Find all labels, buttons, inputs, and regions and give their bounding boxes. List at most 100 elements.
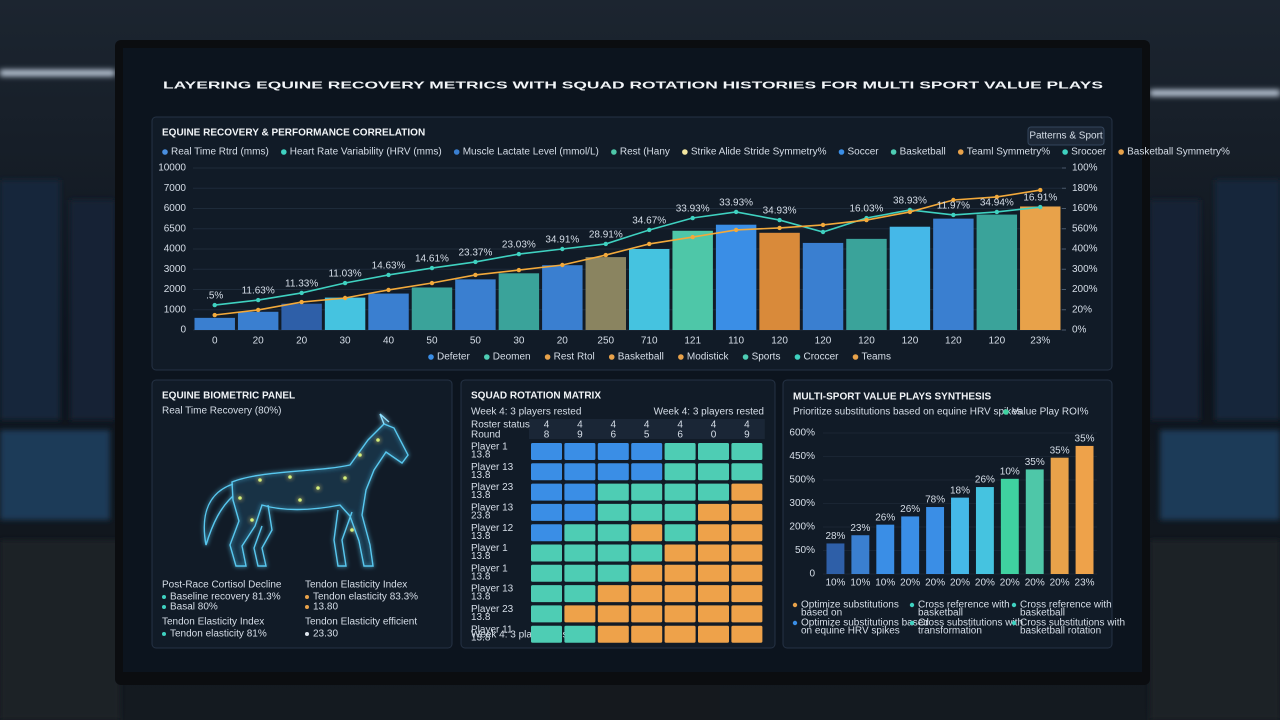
bar	[1075, 445, 1094, 574]
x-tick-label: 121	[684, 336, 701, 347]
matrix-cell	[597, 524, 629, 542]
legend-label: Modistick	[687, 352, 730, 363]
y-tick-label: 2000	[164, 284, 187, 295]
column-header: 4	[677, 420, 683, 431]
matrix-cell	[664, 524, 696, 542]
row-stat: 23.8	[471, 511, 491, 522]
bar	[933, 218, 974, 330]
matrix-cell	[564, 483, 596, 501]
matrix-cell	[564, 544, 596, 562]
point-label: 35%	[1050, 445, 1070, 456]
bar	[585, 257, 626, 330]
x-tick-label: 120	[902, 336, 919, 347]
y-tick-label: 0	[809, 569, 815, 580]
bar	[629, 249, 670, 330]
stat-heading: Tendon Elasticity Index	[162, 617, 264, 628]
line-series	[214, 189, 1041, 316]
line-point	[473, 259, 478, 265]
x-tick-label: 20%	[950, 578, 970, 589]
matrix-cell	[531, 443, 562, 460]
matrix-cell	[631, 605, 663, 623]
matrix-cell	[531, 564, 562, 582]
matrix-cell	[531, 463, 562, 481]
matrix-cell	[698, 605, 729, 623]
line-point	[342, 295, 348, 301]
line-point	[429, 280, 435, 286]
bar	[455, 279, 496, 330]
bar	[324, 297, 366, 330]
x-tick-label: 50	[426, 336, 438, 347]
stat-value: Tendon elasticity 81%	[170, 629, 267, 640]
bar	[1025, 469, 1044, 574]
y2-tick-label: 160%	[1072, 203, 1098, 214]
row-name: Player 11	[471, 624, 513, 635]
point-label: 35%	[1075, 434, 1095, 445]
point-label: 78%	[925, 495, 945, 506]
filter-button-label[interactable]: Patterns & Sport	[1029, 131, 1103, 142]
bar	[851, 535, 870, 574]
matrix-cell	[631, 463, 663, 481]
matrix-cell	[631, 524, 663, 542]
bar	[411, 287, 453, 330]
matrix-cell	[631, 503, 663, 521]
column-header: 0	[711, 430, 717, 441]
point-label: 11.03%	[328, 269, 361, 280]
line-point	[212, 302, 217, 308]
point-label: 26%	[875, 512, 895, 523]
row-stat: 13.8	[471, 531, 491, 542]
bar	[237, 311, 279, 330]
line-point	[429, 265, 435, 271]
x-tick-label: 20	[253, 336, 265, 347]
matrix-cell	[531, 483, 562, 501]
x-tick-label: 30	[513, 336, 525, 347]
matrix-cell	[664, 463, 696, 481]
row-name: Player 1	[471, 543, 508, 554]
bar	[194, 317, 235, 330]
matrix-cell	[631, 544, 663, 562]
legend-label: Defeter	[437, 352, 470, 363]
row-stat: 13.8	[471, 571, 491, 582]
matrix-cell	[731, 625, 763, 643]
column-header: 4	[744, 420, 750, 431]
matrix-cell	[731, 605, 763, 623]
stat-value: Tendon elasticity 83.3%	[313, 592, 418, 603]
legend-marker	[544, 354, 551, 360]
row-stat: 13.8	[471, 632, 491, 643]
y-tick-label: 7000	[164, 183, 187, 194]
legend-label: Soccer	[847, 147, 879, 158]
y2-tick-label: 300%	[1072, 264, 1098, 275]
point-label: 11.97%	[937, 201, 970, 212]
legend-label: Basketball Symmetry%	[1127, 147, 1230, 158]
matrix-cell	[698, 463, 729, 481]
x-tick-label: 10%	[825, 578, 845, 589]
matrix-cell	[698, 524, 729, 542]
legend-label: Basketball	[900, 147, 946, 158]
point-label: 34.67%	[632, 216, 666, 227]
legend-marker	[1062, 149, 1068, 155]
matrix-cell	[731, 443, 763, 460]
bar	[846, 238, 887, 330]
stat-marker	[162, 632, 166, 636]
matrix-cell	[731, 483, 763, 501]
stat-marker	[162, 595, 166, 599]
bar	[876, 524, 895, 574]
row-name: Player 13	[471, 503, 514, 514]
line-point	[647, 227, 652, 233]
column-header: 4	[544, 420, 550, 431]
y-tick-label: 0	[180, 325, 186, 336]
stat-marker	[305, 605, 309, 609]
filter-button[interactable]	[1027, 126, 1105, 146]
y2-tick-label: 100%	[1072, 163, 1098, 174]
bullet-text: Cross reference with	[1020, 600, 1112, 611]
x-tick-label: 120	[815, 336, 832, 347]
legend-label: Rest Rtol	[554, 352, 595, 363]
bullet-marker	[792, 602, 798, 608]
stat-heading: Tendon Elasticity Index	[305, 580, 407, 591]
point-label: 33.93%	[719, 198, 753, 209]
stat-marker	[305, 632, 309, 636]
point-label: .5%	[206, 291, 223, 302]
bar	[889, 226, 931, 330]
legend-marker	[483, 354, 490, 360]
x-tick-label: 20%	[1000, 578, 1020, 589]
x-tick-label: 120	[858, 336, 875, 347]
